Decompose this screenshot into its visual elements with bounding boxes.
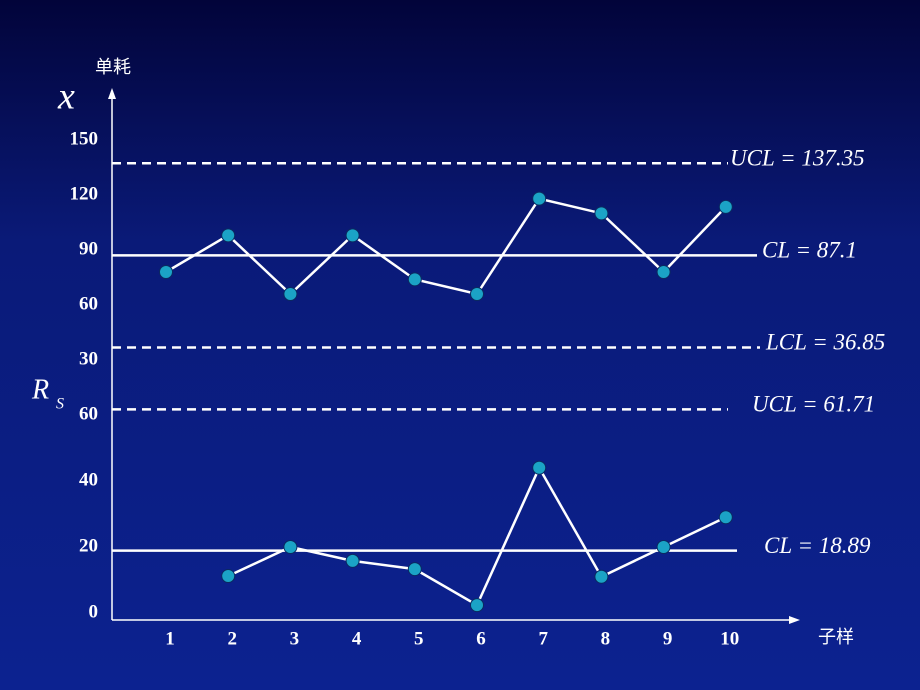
y-axis-title: 单耗 <box>95 57 131 78</box>
y-tick-label: 0 <box>89 601 99 622</box>
data-point <box>532 460 547 475</box>
x-tick-label: 3 <box>290 628 300 649</box>
y-tick-label: 60 <box>79 293 98 314</box>
x-tick-label: 2 <box>227 628 237 649</box>
y-axis-subscript: S <box>56 396 64 413</box>
data-line <box>165 197 727 296</box>
x-tick-label: 9 <box>663 628 673 649</box>
x-tick-label: 1 <box>165 628 175 649</box>
data-point <box>159 265 173 279</box>
data-point <box>594 569 609 584</box>
data-point <box>470 287 484 301</box>
y-tick-label: 30 <box>79 348 98 369</box>
data-point <box>470 598 484 613</box>
data-point <box>594 206 609 221</box>
data-point <box>656 265 671 279</box>
control-line-label: CL = 18.89 <box>764 533 871 558</box>
data-point <box>345 228 360 243</box>
y-axis-symbol: R <box>31 374 49 405</box>
x-tick-label: 10 <box>720 628 739 649</box>
x-tick-label: 8 <box>601 628 611 649</box>
data-point <box>283 540 298 554</box>
y-axis-arrow <box>108 88 116 99</box>
x-tick-label: 6 <box>476 628 486 649</box>
x-axis-title: 子样 <box>818 627 854 648</box>
data-point <box>656 540 671 554</box>
x-tick-label: 5 <box>414 628 424 649</box>
x-axis-arrow <box>789 616 800 624</box>
data-point <box>283 287 298 301</box>
y-axis-symbol: x <box>57 76 75 118</box>
data-point <box>718 510 733 525</box>
control-line-label: UCL = 61.71 <box>752 392 875 417</box>
control-line-label: LCL = 36.85 <box>765 330 885 355</box>
data-point <box>532 191 547 206</box>
data-point <box>345 553 360 568</box>
y-tick-label: 90 <box>79 238 98 259</box>
y-tick-label: 40 <box>79 469 98 490</box>
data-point <box>221 228 236 243</box>
x-tick-label: 4 <box>352 628 362 649</box>
y-tick-label: 60 <box>79 403 98 424</box>
y-tick-label: 120 <box>70 183 99 204</box>
y-tick-label: 150 <box>70 128 99 149</box>
data-point <box>407 272 422 287</box>
data-point <box>718 199 733 214</box>
control-line-label: UCL = 137.35 <box>730 145 865 170</box>
data-point <box>221 569 236 584</box>
y-tick-label: 20 <box>79 535 98 556</box>
x-tick-label: 7 <box>538 628 548 649</box>
control-line-label: CL = 87.1 <box>762 238 857 263</box>
data-point <box>407 562 422 577</box>
